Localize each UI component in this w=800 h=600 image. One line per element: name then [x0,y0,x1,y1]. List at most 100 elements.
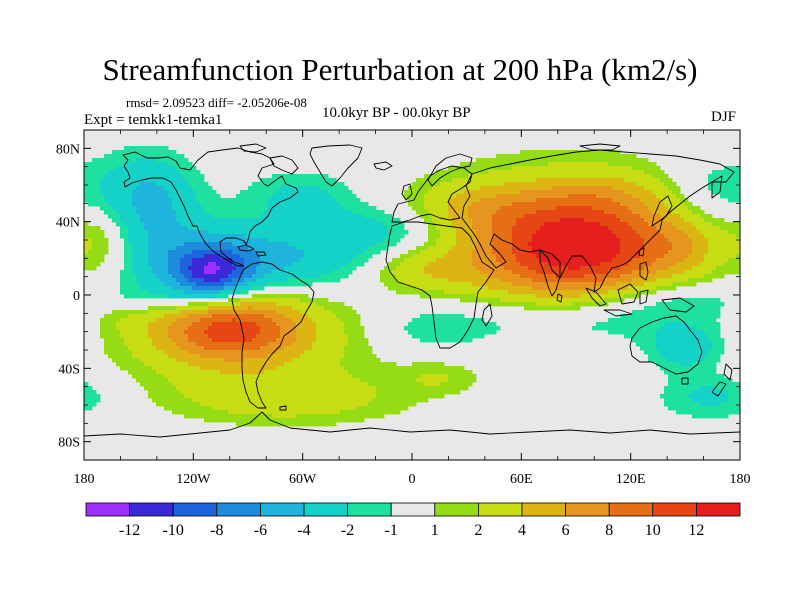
field-cell [200,242,205,247]
field-cell [364,222,369,227]
field-cell [636,270,641,275]
field-cell [524,166,529,171]
field-cell [384,222,389,227]
field-cell [200,214,205,219]
field-cell [284,194,289,199]
field-cell [404,270,409,275]
field-cell [176,226,181,231]
field-cell [676,254,681,259]
field-cell [336,218,341,223]
field-cell [212,190,217,195]
field-cell [528,218,533,223]
field-cell [452,266,457,271]
field-cell [128,162,133,167]
field-cell [136,278,141,283]
field-cell [144,146,149,151]
field-cell [108,198,113,203]
field-cell [548,230,553,235]
field-cell [284,218,289,223]
field-cell [340,266,345,271]
field-cell [664,254,669,259]
field-cell [564,230,569,235]
field-cell [660,254,665,259]
field-cell [452,214,457,219]
field-cell [664,258,669,263]
field-cell [316,214,321,219]
field-cell [672,194,677,199]
field-cell [184,198,189,203]
field-cell [152,238,157,243]
field-cell [452,234,457,239]
field-cell [624,258,629,263]
field-cell [660,286,665,291]
field-cell [184,278,189,283]
field-cell [504,246,509,251]
field-cell [668,202,673,207]
field-cell [208,270,213,275]
field-cell [152,234,157,239]
field-cell [428,198,433,203]
field-cell [452,254,457,259]
field-cell [216,246,221,251]
field-cell [704,278,709,283]
field-cell [304,202,309,207]
field-cell [208,238,213,243]
field-cell [616,266,621,271]
field-cell [440,286,445,291]
field-cell [404,230,409,235]
field-cell [476,254,481,259]
field-cell [316,278,321,283]
field-cell [640,174,645,179]
field-cell [176,190,181,195]
field-cell [280,278,285,283]
field-cell [260,274,265,279]
field-cell [616,150,621,155]
field-cell [384,266,389,271]
field-cell [264,282,269,287]
field-cell [596,278,601,283]
field-cell [152,186,157,191]
field-cell [400,230,405,235]
field-cell [524,154,529,159]
field-cell [628,286,633,291]
field-cell [548,186,553,191]
field-cell [672,230,677,235]
field-cell [444,294,449,299]
field-cell [236,266,241,271]
field-cell [276,186,281,191]
field-cell [580,154,585,159]
field-cell [272,186,277,191]
field-cell [544,174,549,179]
field-cell [92,158,97,163]
field-cell [204,214,209,219]
field-cell [228,266,233,271]
field-cell [716,182,721,187]
field-cell [140,182,145,187]
field-cell [236,218,241,223]
field-cell [228,246,233,251]
field-cell [532,266,537,271]
field-cell [632,266,637,271]
field-cell [660,270,665,275]
field-cell [600,266,605,271]
field-cell [320,258,325,263]
field-cell [612,246,617,251]
field-cell [492,210,497,215]
field-cell [612,274,617,279]
field-cell [524,170,529,175]
field-cell [532,282,537,287]
field-cell [136,146,141,151]
field-cell [168,282,173,287]
field-cell [500,162,505,167]
field-cell [432,238,437,243]
field-cell [216,234,221,239]
field-cell [188,294,193,299]
field-cell [480,286,485,291]
field-cell [340,222,345,227]
field-cell [596,150,601,155]
field-cell [316,270,321,275]
field-cell [112,210,117,215]
field-cell [532,250,537,255]
field-cell [424,202,429,207]
field-cell [164,150,169,155]
